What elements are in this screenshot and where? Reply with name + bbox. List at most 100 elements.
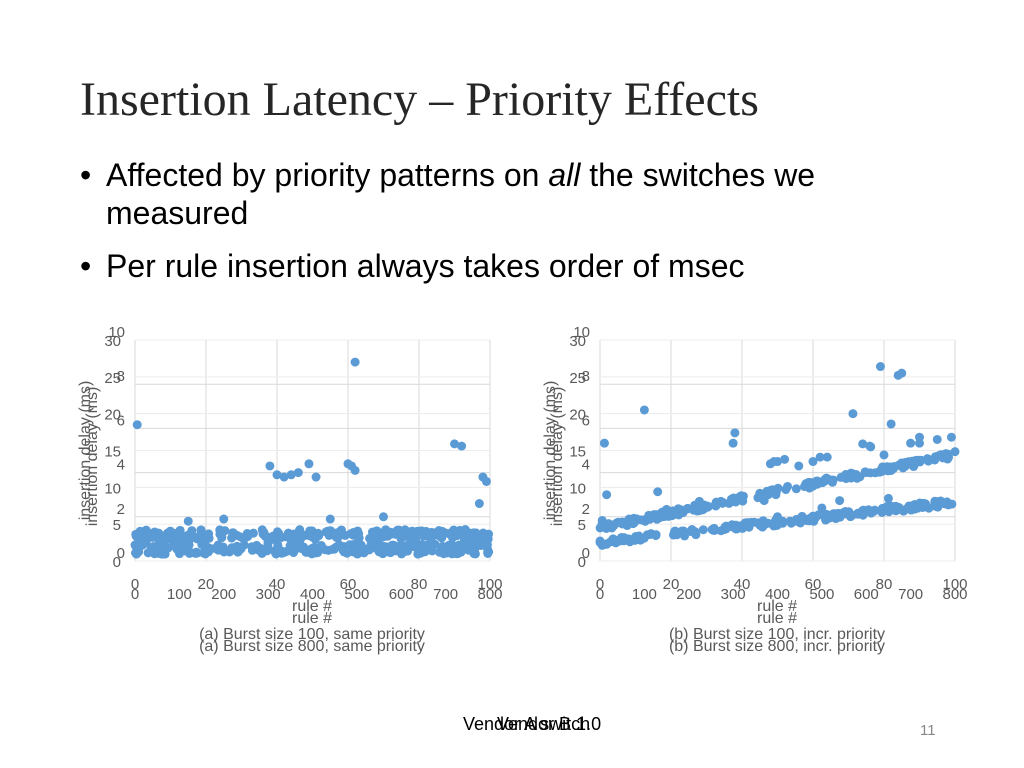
y-tick-label: 4	[117, 457, 125, 474]
data-point	[825, 510, 835, 520]
data-point	[922, 454, 932, 464]
y-tick-label: 10	[104, 480, 121, 497]
data-point	[441, 543, 451, 553]
data-point	[848, 409, 858, 419]
data-point	[624, 519, 634, 529]
data-point	[932, 434, 942, 444]
x-tick-label: 500	[809, 586, 834, 603]
data-point	[662, 504, 672, 514]
data-point	[299, 542, 309, 552]
data-point	[930, 455, 940, 465]
data-point	[883, 493, 893, 503]
data-point	[232, 541, 242, 551]
y-axis-title: insertion delay (ms)	[542, 381, 559, 521]
data-point	[835, 496, 845, 506]
data-point	[452, 531, 462, 541]
data-point	[694, 496, 704, 506]
y-axis-title: insertion delay (ms)	[77, 381, 94, 521]
data-point	[791, 484, 801, 494]
data-point	[946, 432, 956, 442]
data-point	[175, 525, 185, 535]
data-point	[858, 439, 868, 449]
vendor-a-caption: Vendor A switch	[463, 714, 591, 734]
data-point	[933, 497, 943, 507]
data-point	[154, 548, 164, 558]
data-point	[271, 549, 281, 559]
data-point	[379, 541, 388, 551]
x-tick-label: 60	[805, 576, 822, 593]
y-tick-label: 5	[113, 517, 121, 534]
data-point	[781, 485, 791, 495]
data-point	[219, 514, 229, 524]
data-point	[175, 549, 185, 559]
data-point	[311, 472, 321, 482]
x-axis-title: rule #	[757, 598, 797, 615]
data-point	[350, 465, 360, 475]
data-point	[906, 438, 916, 448]
y-tick-label: 5	[578, 517, 586, 534]
x-tick-label: 40	[734, 576, 751, 593]
data-point	[450, 439, 459, 449]
data-point	[130, 548, 140, 558]
y-tick-label: 25	[104, 370, 121, 387]
data-point	[306, 548, 316, 558]
data-point	[474, 499, 484, 509]
x-tick-label: 100	[167, 586, 192, 603]
data-point	[467, 537, 477, 547]
x-tick-label: 400	[300, 586, 325, 603]
data-point	[192, 534, 202, 544]
bullet-text: Per rule insertion always takes order of…	[106, 248, 745, 284]
data-point	[602, 490, 612, 500]
y-tick-label: 0	[113, 554, 121, 571]
data-point	[765, 487, 775, 497]
data-point	[243, 532, 253, 542]
data-point	[710, 525, 720, 535]
data-point	[679, 526, 689, 536]
chart-caption: (b) Burst size 800, incr. priority	[669, 638, 885, 655]
scatter-chart-right: 0 5 10 15 20 25 30 0 2 4 6 8 10 0 20 40 60 80 100 0 100 200 30…	[535, 318, 975, 668]
y-tick-label: 2	[582, 501, 590, 518]
data-point	[256, 546, 266, 556]
data-point	[367, 527, 377, 537]
slide-number: 11	[920, 722, 936, 739]
y-tick-label: 4	[582, 457, 590, 474]
data-point	[673, 504, 683, 514]
x-axis-title: rule #	[292, 598, 332, 615]
x-axis-title: rule #	[757, 610, 797, 627]
data-point	[879, 450, 889, 460]
data-point	[744, 522, 754, 532]
data-point	[812, 479, 822, 489]
data-point	[210, 543, 220, 553]
x-axis-title: rule #	[292, 610, 332, 627]
data-point	[483, 547, 493, 557]
y-tick-label: 0	[117, 545, 125, 562]
y-tick-label: 10	[108, 324, 125, 341]
data-point	[304, 459, 314, 469]
data-point	[392, 526, 402, 536]
data-point	[886, 465, 896, 475]
data-point	[785, 516, 795, 526]
y-tick-label: 6	[582, 412, 590, 429]
x-tick-label: 700	[433, 586, 458, 603]
data-point	[761, 519, 771, 529]
data-point	[131, 541, 141, 551]
data-point	[293, 468, 303, 478]
y-tick-label: 15	[569, 444, 586, 461]
y-tick-label: 10	[569, 480, 586, 497]
x-tick-label: 100	[477, 576, 502, 593]
data-point	[281, 532, 291, 542]
y-tick-label: 30	[104, 333, 121, 350]
data-point	[855, 472, 865, 482]
x-tick-label: 100	[632, 586, 657, 603]
data-point	[141, 538, 151, 548]
y-axis-title: insertion delay (ms)	[84, 387, 101, 527]
x-tick-label: 300	[256, 586, 281, 603]
data-point	[759, 496, 769, 506]
data-point	[313, 528, 323, 538]
data-point	[944, 500, 954, 510]
data-point	[132, 420, 142, 430]
x-tick-label: 200	[676, 586, 701, 603]
chart-caption: (b) Burst size 100, incr. priority	[669, 626, 885, 643]
data-point	[219, 547, 229, 557]
